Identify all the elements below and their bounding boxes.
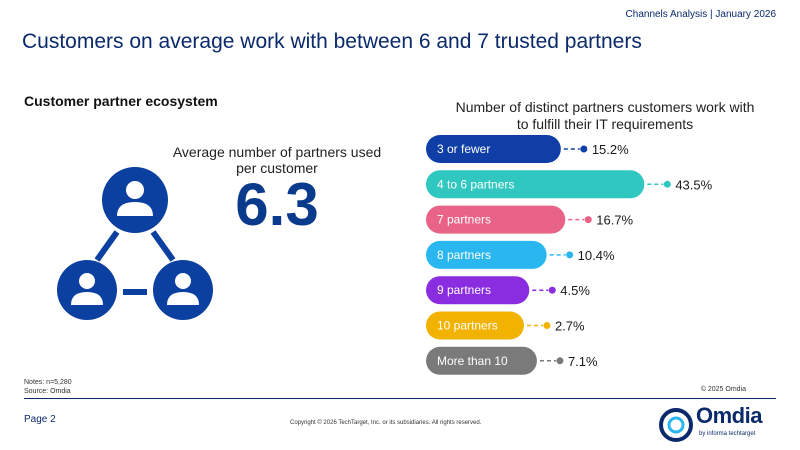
bar-end-dot (584, 216, 592, 224)
bar-category-label: 3 or fewer (437, 142, 490, 156)
bar-category-label: 9 partners (437, 283, 491, 297)
bar (426, 240, 547, 269)
average-label: Average number of partners used per cust… (172, 144, 382, 176)
bar (426, 170, 645, 199)
omdia-logo-icon (659, 408, 693, 442)
notes-source: Source: Omdia (24, 388, 71, 395)
person-right-icon (153, 260, 213, 320)
notes-sample: Notes: n=5,280 (24, 379, 72, 386)
bar-value-label: 7.1% (568, 354, 598, 369)
bar-value-label: 16.7% (596, 213, 633, 228)
bar-end-dot (556, 357, 564, 365)
bar-value-label: 2.7% (555, 319, 585, 334)
bar (426, 205, 566, 234)
chart-copyright: © 2025 Omdia (700, 386, 746, 393)
bar-category-label: 7 partners (437, 213, 491, 227)
average-value: 6.3 (235, 171, 319, 238)
header-meta: Channels Analysis | January 2026 (625, 9, 776, 20)
bar (426, 346, 537, 375)
bar-chart: 3 or fewer 15.2% 4 to 6 partners 43.5% 7 par… (426, 135, 713, 375)
bar-end-dot (663, 180, 671, 188)
chart-title: Number of distinct partners customers wo… (455, 99, 755, 132)
people-network-icon (57, 167, 213, 320)
bar-end-dot (548, 286, 556, 294)
logo-wordmark: Omdia (696, 403, 762, 428)
bar (426, 135, 561, 163)
footer-divider (24, 398, 776, 399)
bar-category-label: More than 10 (437, 354, 508, 368)
omdia-logo: Omdia by informa techtarget (658, 403, 778, 445)
bar-value-label: 4.5% (560, 283, 590, 298)
person-top-icon (102, 167, 168, 233)
bar-value-label: 10.4% (578, 248, 615, 263)
person-left-icon (57, 260, 117, 320)
bar-end-dot (566, 251, 574, 259)
bar-end-dot (580, 145, 588, 153)
bar-value-label: 15.2% (592, 142, 629, 157)
logo-subtitle: by informa techtarget (699, 431, 756, 437)
bar-value-label: 43.5% (675, 177, 712, 192)
bar (426, 276, 530, 305)
bar-category-label: 10 partners (437, 319, 498, 333)
notes: Notes: n=5,280 Source: Omdia (24, 378, 72, 396)
bar (426, 311, 524, 340)
page-number: Page 2 (24, 414, 56, 425)
bar-end-dot (543, 322, 551, 329)
bar-category-label: 8 partners (437, 248, 491, 262)
section-title: Customer partner ecosystem (24, 93, 218, 109)
footer-copyright: Copyright © 2026 TechTarget, Inc. or its… (290, 420, 482, 426)
page-title: Customers on average work with between 6… (22, 30, 642, 53)
bar-category-label: 4 to 6 partners (437, 177, 514, 191)
